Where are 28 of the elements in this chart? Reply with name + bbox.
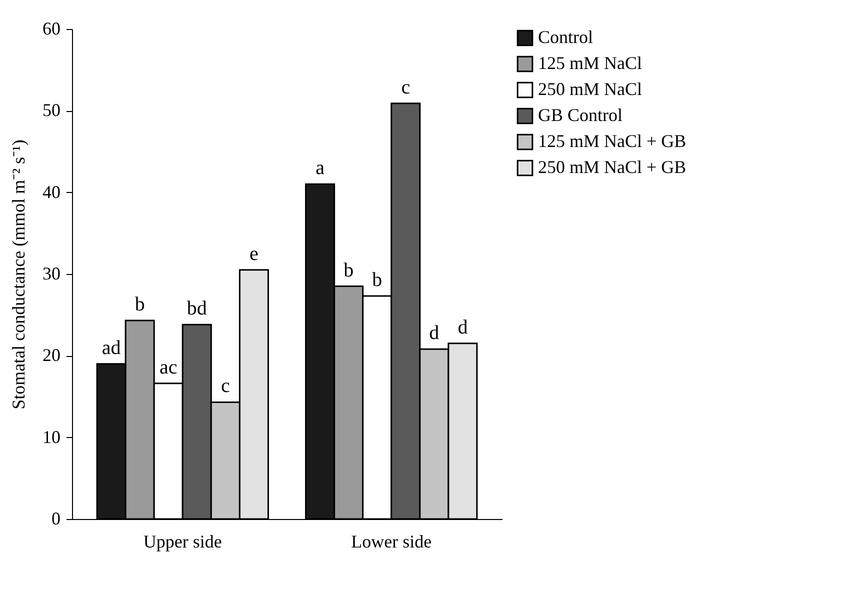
y-tick-label: 40 (42, 182, 60, 202)
annotation: ac (159, 356, 178, 378)
y-tick-label: 10 (42, 426, 60, 447)
legend-label: Control (538, 27, 594, 47)
annotation: c (220, 375, 230, 398)
y-tick-label: 60 (42, 18, 60, 38)
y-tick-label: 50 (42, 100, 60, 120)
annotation: a (316, 157, 325, 180)
annotation: ad (102, 336, 121, 359)
annotation: d (429, 322, 440, 344)
y-tick-label: 30 (42, 264, 60, 284)
legend-label: 250 mM NaCl (538, 79, 642, 99)
legend-label: 250 mM NaCl + GB (538, 157, 686, 177)
y-tick-label: 0 (52, 508, 60, 528)
annotation: bd (186, 298, 207, 320)
annotation: b (344, 259, 354, 282)
x-tick-label: Lower side (351, 532, 432, 552)
legend-label: 125 mM NaCl (538, 53, 642, 73)
y-axis-title: Stomatal conductance (mmol m⁻² s⁻¹) (8, 140, 28, 410)
annotation: e (250, 242, 259, 265)
annotation: b (134, 294, 145, 316)
legend-label: GB Control (538, 105, 623, 125)
annotation: b (372, 269, 382, 292)
x-tick-label: Upper side (143, 532, 222, 552)
y-tick-label: 20 (42, 345, 60, 366)
annotation: c (401, 76, 410, 98)
legend-label: 125 mM NaCl + GB (538, 131, 686, 151)
annotation: d (458, 316, 468, 338)
